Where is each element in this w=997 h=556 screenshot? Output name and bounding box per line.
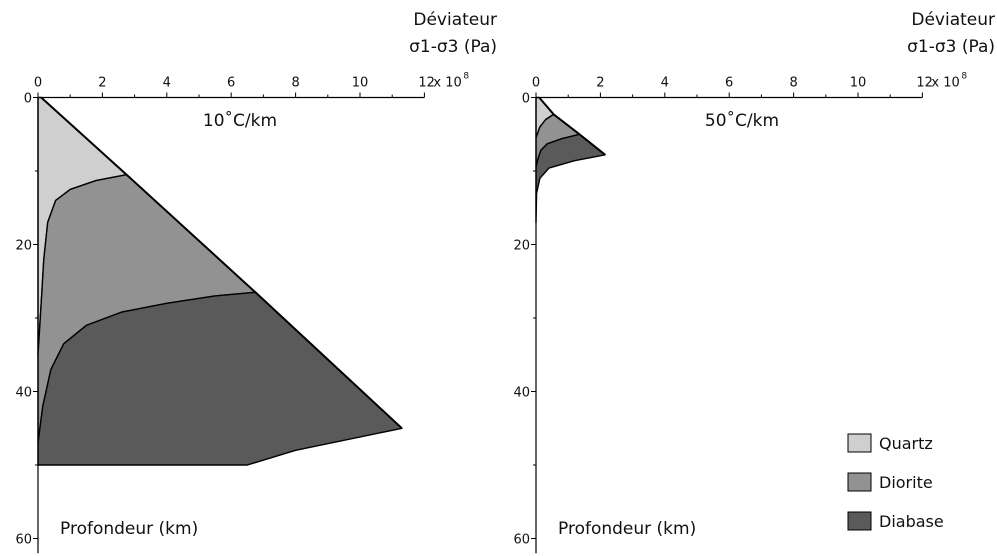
x-tick-label: 4 [163,76,171,91]
x-axis-title-line1: Déviateur [911,10,995,30]
brittle-envelope-line [40,96,403,430]
y-tick-label: 0 [24,92,32,107]
x-tick-label: 4 [661,76,669,91]
x-unit-label: x 10 [433,76,461,91]
x-tick-label: 10 [352,76,369,91]
y-tick-label: 40 [15,386,32,401]
x-tick-label: 12 [418,76,435,91]
legend: Quartz Diorite Diabase [847,433,944,531]
x-tick-label: 8 [291,76,299,91]
x-tick-label: 0 [34,76,42,91]
x-unit-exponent: 8 [961,72,967,82]
y-tick-label: 60 [15,533,32,548]
x-tick-label: 0 [532,76,540,91]
y-axis-title: Profondeur (km) [60,519,198,539]
x-tick-label: 12 [916,76,933,91]
panel-title: 50˚C/km [705,110,779,131]
y-tick-label: 20 [513,239,530,254]
x-tick-label: 2 [596,76,604,91]
y-axis-title: Profondeur (km) [558,519,696,539]
region-diabase [37,291,403,466]
y-tick-label: 0 [522,92,530,107]
x-unit-label: x 10 [931,76,959,91]
x-tick-label: 2 [98,76,106,91]
legend-label-quartz: Quartz [879,434,933,453]
legend-swatch-diorite [847,472,872,492]
x-axis-title-line2: σ1-σ3 (Pa) [409,37,497,57]
legend-label-diorite: Diorite [879,473,933,492]
x-unit-exponent: 8 [463,72,469,82]
legend-label-diabase: Diabase [879,512,944,531]
x-tick-label: 6 [725,76,733,91]
y-tick-label: 40 [513,386,530,401]
legend-swatch-quartz [847,433,872,453]
brittle-envelope-line [538,96,606,156]
x-tick-label: 8 [789,76,797,91]
y-tick-label: 60 [513,533,530,548]
y-tick-label: 20 [15,239,32,254]
x-tick-label: 10 [850,76,867,91]
legend-swatch-diabase [847,511,872,531]
x-axis-title-line1: Déviateur [413,10,497,30]
panel-title: 10˚C/km [203,110,277,131]
x-tick-label: 6 [227,76,235,91]
x-axis-title-line2: σ1-σ3 (Pa) [907,37,995,57]
